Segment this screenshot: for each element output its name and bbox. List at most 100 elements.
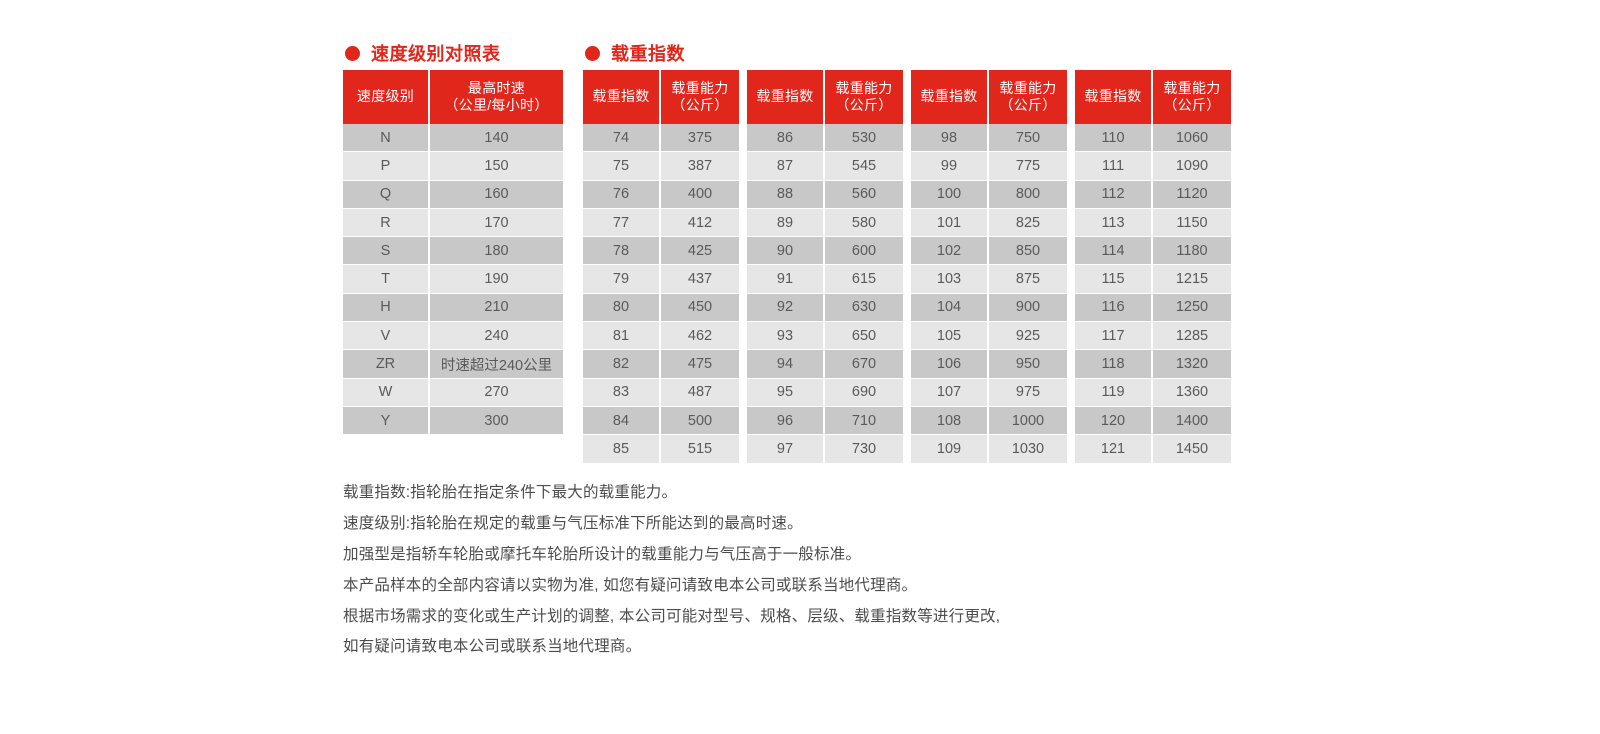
cell-load-index: 101 — [911, 208, 989, 238]
cell-load-capacity: 450 — [661, 293, 739, 323]
cell-load-capacity: 900 — [989, 293, 1067, 323]
cell-load-index: 106 — [911, 350, 989, 379]
cell-load-capacity: 875 — [989, 265, 1067, 294]
cell-load-capacity: 1060 — [1153, 124, 1231, 153]
cell-load-capacity: 600 — [825, 237, 903, 266]
column-group-spacer — [739, 152, 747, 181]
column-group-spacer — [1067, 350, 1075, 379]
table-row: T 190 — [343, 265, 563, 294]
table-row: 84 500 96 710 108 1000 120 1400 — [583, 406, 1231, 436]
cell-load-index: 117 — [1075, 322, 1153, 351]
cell-load-capacity: 690 — [825, 378, 903, 407]
cell-load-index: 97 — [747, 435, 825, 464]
header-load-capacity-line2: （公斤） — [1163, 97, 1221, 113]
table-row: Q 160 — [343, 180, 563, 209]
cell-load-capacity: 530 — [825, 124, 903, 153]
column-group-spacer — [903, 265, 911, 294]
cell-load-capacity: 1180 — [1153, 237, 1231, 266]
cell-speed-rating: ZR — [343, 350, 430, 379]
cell-load-index: 75 — [583, 152, 661, 181]
cell-load-index: 105 — [911, 322, 989, 351]
cell-load-index: 98 — [911, 124, 989, 153]
table-row: P 150 — [343, 152, 563, 181]
table-row: 77 412 89 580 101 825 113 1150 — [583, 208, 1231, 238]
header-load-capacity-line1: 载重能力 — [835, 79, 893, 96]
column-group-spacer — [903, 237, 911, 266]
cell-speed-rating: P — [343, 152, 430, 181]
note-line: 载重指数:指轮胎在指定条件下最大的载重能力。 — [343, 484, 678, 501]
column-group-spacer — [739, 350, 747, 379]
cell-load-capacity: 1030 — [989, 435, 1067, 464]
header-load-capacity: 载重能力 （公斤） — [1153, 70, 1231, 124]
note-line: 本产品样本的全部内容请以实物为准, 如您有疑问请致电本公司或联系当地代理商。 — [343, 576, 918, 594]
cell-load-index: 121 — [1075, 435, 1153, 464]
cell-load-capacity: 500 — [661, 406, 739, 436]
column-group-spacer — [1067, 124, 1075, 153]
cell-load-capacity: 1120 — [1153, 180, 1231, 209]
cell-speed-rating: S — [343, 237, 430, 266]
header-load-capacity: 载重能力 （公斤） — [661, 70, 739, 124]
column-group-spacer — [1067, 265, 1075, 294]
load-table-body: 74 375 86 530 98 750 110 1060 75 387 87 545 99 775 111… — [583, 124, 1231, 464]
table-row: 80 450 92 630 104 900 116 1250 — [583, 293, 1231, 323]
cell-max-speed: 210 — [430, 293, 563, 323]
cell-load-capacity: 375 — [661, 124, 739, 153]
table-row: N 140 — [343, 124, 563, 153]
cell-load-index: 87 — [747, 152, 825, 181]
header-speed-rating: 速度级别 — [343, 70, 430, 124]
cell-load-index: 84 — [583, 406, 661, 436]
header-max-speed-line1: 最高时速 — [467, 79, 526, 96]
cell-load-index: 111 — [1075, 152, 1153, 181]
cell-load-index: 85 — [583, 435, 661, 464]
cell-load-capacity: 515 — [661, 435, 739, 464]
column-group-spacer — [739, 406, 747, 436]
cell-speed-rating: N — [343, 124, 430, 153]
cell-load-index: 116 — [1075, 293, 1153, 323]
cell-max-speed: 170 — [430, 208, 563, 238]
table-header-row: 载重指数 载重能力 （公斤） 载重指数 载重能力 （公斤） 载重指数 载重能力 （公斤） 载重指数… — [583, 70, 1231, 124]
column-group-spacer — [903, 293, 911, 323]
header-load-capacity-line2: （公斤） — [999, 97, 1057, 113]
note-line: 如有疑问请致电本公司或联系当地代理商。 — [343, 638, 642, 656]
cell-load-capacity: 825 — [989, 208, 1067, 238]
header-load-capacity-line2: （公斤） — [671, 97, 729, 113]
cell-speed-rating: Q — [343, 180, 430, 209]
cell-load-capacity: 650 — [825, 322, 903, 351]
table-row: 78 425 90 600 102 850 114 1180 — [583, 237, 1231, 266]
column-group-spacer — [903, 208, 911, 238]
cell-load-index: 81 — [583, 322, 661, 351]
cell-load-index: 95 — [747, 378, 825, 407]
cell-load-capacity: 400 — [661, 180, 739, 209]
cell-load-capacity: 950 — [989, 350, 1067, 379]
cell-max-speed: 时速超过240公里 — [430, 350, 563, 379]
cell-load-capacity: 560 — [825, 180, 903, 209]
cell-load-capacity: 437 — [661, 265, 739, 294]
cell-load-capacity: 412 — [661, 208, 739, 238]
cell-load-capacity: 710 — [825, 406, 903, 436]
note-line: 根据市场需求的变化或生产计划的调整, 本公司可能对型号、规格、层级、载重指数等进… — [343, 607, 1001, 625]
load-index-table: 载重指数 载重能力 （公斤） 载重指数 载重能力 （公斤） 载重指数 载重能力 （公斤） 载重指数… — [583, 70, 1231, 464]
red-dot-bullet-icon — [345, 45, 360, 61]
table-row: 82 475 94 670 106 950 118 1320 — [583, 350, 1231, 379]
cell-load-index: 96 — [747, 406, 825, 436]
header-load-index: 载重指数 — [1075, 70, 1153, 124]
column-group-spacer — [739, 265, 747, 294]
column-group-spacer — [903, 152, 911, 181]
cell-load-index: 80 — [583, 293, 661, 323]
header-load-capacity: 载重能力 （公斤） — [825, 70, 903, 124]
table-row: S 180 — [343, 237, 563, 266]
column-group-spacer — [1067, 293, 1075, 323]
cell-load-capacity: 615 — [825, 265, 903, 294]
column-group-spacer — [739, 378, 747, 407]
cell-load-index: 94 — [747, 350, 825, 379]
cell-load-capacity: 1360 — [1153, 378, 1231, 407]
cell-speed-rating: W — [343, 378, 430, 407]
cell-load-index: 79 — [583, 265, 661, 294]
table-row: R 170 — [343, 208, 563, 238]
cell-load-capacity: 775 — [989, 152, 1067, 181]
note-line: 加强型是指轿车轮胎或摩托车轮胎所设计的载重能力与气压高于一般标准。 — [343, 545, 862, 563]
table-row: 83 487 95 690 107 975 119 1360 — [583, 378, 1231, 407]
table-row: 79 437 91 615 103 875 115 1215 — [583, 265, 1231, 294]
cell-load-capacity: 1000 — [989, 406, 1067, 436]
cell-speed-rating: Y — [343, 406, 430, 436]
